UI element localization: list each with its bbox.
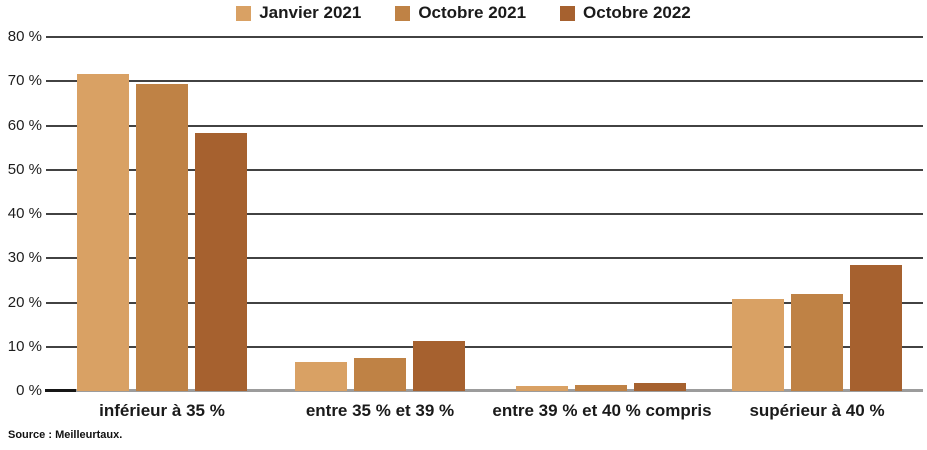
x-category-label: entre 35 % et 39 % <box>305 401 455 420</box>
bar <box>575 385 627 391</box>
y-tick-label: 50 % <box>7 160 42 178</box>
bar <box>77 74 129 391</box>
x-axis-labels: inférieur à 35 % entre 35 % et 39 % entre … <box>62 401 923 427</box>
legend-label: Octobre 2021 <box>418 3 527 22</box>
y-tick-label: 60 % <box>7 116 42 134</box>
bar-group <box>732 37 902 391</box>
legend-item: Octobre 2021 <box>395 3 526 23</box>
bar <box>136 83 188 391</box>
y-tick-label: 10 % <box>7 337 42 355</box>
y-tick-label: 20 % <box>7 293 42 311</box>
bar-group <box>516 37 686 391</box>
gridline <box>46 213 923 215</box>
legend-label: Octobre 2022 <box>583 3 691 22</box>
gridline <box>46 80 923 83</box>
gridline <box>46 257 923 260</box>
source-note: Source : Meilleurtaux. <box>8 429 123 441</box>
bar <box>295 362 347 391</box>
x-axis-line <box>46 389 923 392</box>
bar <box>413 340 465 391</box>
bar <box>791 294 843 391</box>
bar <box>634 382 686 391</box>
bar <box>354 358 406 391</box>
y-tick-label: 30 % <box>7 249 42 267</box>
bar <box>516 385 568 391</box>
bar <box>195 133 247 391</box>
gridline <box>46 36 923 38</box>
axis-tick <box>45 389 76 392</box>
y-tick-label: 70 % <box>7 72 42 90</box>
y-tick-label: 0 % <box>16 382 42 399</box>
y-tick-label: 40 % <box>7 205 42 222</box>
bar-group <box>295 37 465 391</box>
gridline <box>46 124 923 127</box>
x-category-label: entre 39 % et 40 % compris <box>492 401 712 420</box>
x-category-label: supérieur à 40 % <box>749 401 885 420</box>
y-axis-labels: 0 % 10 % 20 % 30 % 40 % 50 % 60 % 70 % 80 % <box>0 28 42 399</box>
legend-item: Octobre 2022 <box>560 3 691 23</box>
bar <box>732 299 784 391</box>
legend: Janvier 2021 Octobre 2021 Octobre 2022 <box>0 3 927 23</box>
y-tick-label: 80 % <box>7 28 42 45</box>
x-category-label: inférieur à 35 % <box>99 401 225 420</box>
bar <box>850 265 902 391</box>
legend-item: Janvier 2021 <box>236 3 361 23</box>
legend-swatch-icon <box>395 5 411 21</box>
legend-swatch-icon <box>560 5 576 21</box>
gridline <box>46 168 923 171</box>
plot-area <box>45 36 923 392</box>
bar-group <box>77 37 247 391</box>
legend-swatch-icon <box>236 5 252 21</box>
legend-label: Janvier 2021 <box>259 3 362 22</box>
gridline <box>46 345 923 348</box>
gridline <box>46 301 923 304</box>
